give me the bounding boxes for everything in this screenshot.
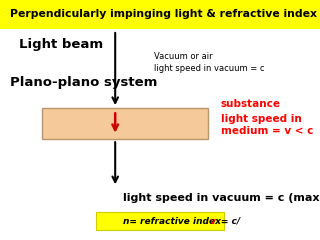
Text: medium = v < c: medium = v < c (221, 126, 313, 136)
Bar (42, 108, 208, 139)
Text: Perpendicularly impinging light & refractive index: Perpendicularly impinging light & refrac… (10, 9, 316, 19)
Text: Light beam: Light beam (19, 38, 103, 51)
Text: Plano-plano system: Plano-plano system (10, 76, 157, 89)
Text: Vacuum or air: Vacuum or air (154, 52, 212, 61)
Text: substance: substance (221, 99, 281, 109)
Bar (0, 0, 320, 29)
Text: light speed in: light speed in (221, 114, 301, 124)
Text: light speed in vacuum = c: light speed in vacuum = c (154, 64, 264, 73)
Text: v: v (210, 217, 216, 226)
Text: light speed in vacuum = c (max): light speed in vacuum = c (max) (123, 193, 320, 203)
Text: n= refractive index= c/: n= refractive index= c/ (123, 217, 240, 226)
Bar (96, 212, 224, 230)
